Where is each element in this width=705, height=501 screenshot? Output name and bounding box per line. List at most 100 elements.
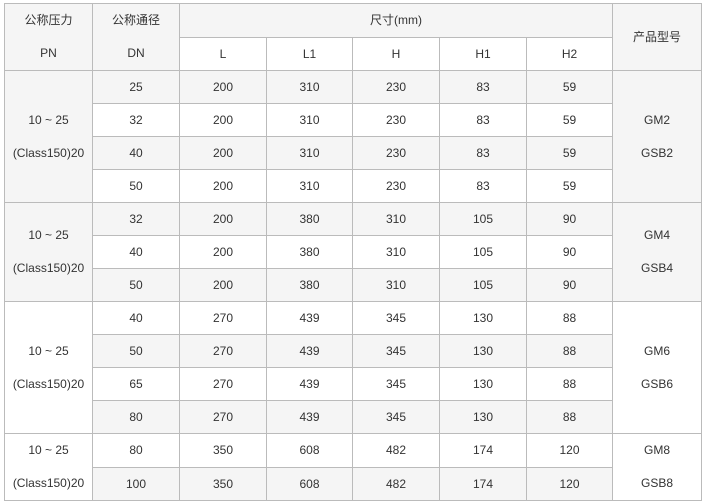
- h-cell: 230: [352, 169, 440, 203]
- table-row: 10 ~ 25 (Class150)20 80 350 608 482 174 120 GM8 G…: [4, 433, 703, 501]
- h1-cell: 105: [439, 202, 527, 236]
- pn-cell-line: (Class150)20: [12, 261, 85, 275]
- dn-cell: 32: [92, 202, 180, 236]
- pn-cell: 10 ~ 25 (Class150)20: [4, 301, 93, 434]
- dn-sub: DN: [127, 46, 145, 60]
- model-cell-line: GM8: [644, 443, 671, 457]
- h2-cell: 90: [525, 268, 614, 302]
- pn-cell-line: 10 ~ 25: [28, 112, 69, 127]
- l-cell: 350: [179, 466, 267, 501]
- pn-cell-line: (Class150)20: [12, 476, 85, 490]
- model-cell-line: GM2: [644, 112, 671, 127]
- h1-cell: 83: [439, 70, 527, 104]
- h1-cell: 130: [439, 301, 527, 335]
- pn-cell: 10 ~ 25 (Class150)20: [4, 202, 93, 302]
- table-row: 50 200 310 230 83 59: [5, 169, 702, 203]
- h2-cell: 120: [525, 433, 614, 468]
- h-cell: 310: [352, 235, 440, 269]
- h-cell: 345: [352, 367, 440, 401]
- pn-cell-line: 10 ~ 25: [28, 343, 69, 358]
- l-cell: 350: [179, 433, 267, 468]
- table-row: 80 270 439 345 130 88: [5, 400, 702, 434]
- header-H: H: [352, 36, 440, 71]
- l1-cell: 439: [266, 334, 353, 368]
- model-cell-line: GSB2: [641, 145, 674, 160]
- table-row: 10 ~ 25 (Class150)20 25 200 310 230 83 59 GM2 GSB…: [4, 70, 703, 203]
- h-cell: 230: [352, 70, 440, 104]
- header-L1: L1: [266, 36, 353, 71]
- model-cell: GM8 GSB8: [612, 433, 703, 501]
- dn-cell: 80: [92, 400, 180, 434]
- h2-cell: 59: [525, 70, 614, 104]
- h2-cell: 59: [525, 136, 614, 170]
- h-cell: 230: [352, 136, 440, 170]
- dn-cell: 100: [92, 466, 180, 501]
- h1-cell: 105: [439, 268, 527, 302]
- h-cell: 345: [352, 334, 440, 368]
- header-model: 产品型号: [612, 3, 703, 71]
- header-dn: 公称通径 DN: [92, 3, 180, 71]
- dn-cell: 65: [92, 367, 180, 401]
- dn-cell: 40: [92, 301, 180, 335]
- l-cell: 200: [179, 136, 267, 170]
- h-cell: 345: [352, 301, 440, 335]
- model-cell-line: GSB4: [641, 261, 674, 275]
- l-cell: 200: [179, 70, 267, 104]
- l-cell: 200: [179, 235, 267, 269]
- l1-cell: 380: [266, 202, 353, 236]
- pn-cell-line: 10 ~ 25: [28, 443, 69, 457]
- table-row: 50 200 380 310 105 90: [5, 268, 702, 302]
- table-row: 10 ~ 25 (Class150)20 40 270 439 345 130 88 GM6 GS…: [4, 301, 703, 434]
- l1-cell: 310: [266, 70, 353, 104]
- pn-cell-line: 10 ~ 25: [28, 228, 69, 242]
- l-cell: 270: [179, 334, 267, 368]
- h-cell: 482: [352, 433, 440, 468]
- l1-cell: 439: [266, 301, 353, 335]
- h1-cell: 83: [439, 136, 527, 170]
- dn-cell: 50: [92, 334, 180, 368]
- h2-cell: 88: [525, 367, 614, 401]
- pn-cell-line: (Class150)20: [12, 376, 85, 391]
- table-row: 100 350 608 482 174 120: [5, 466, 702, 501]
- h1-cell: 130: [439, 334, 527, 368]
- table-row: 10 ~ 25 (Class150)20 32 200 380 310 105 90 GM4 GS…: [4, 202, 703, 302]
- l-cell: 200: [179, 103, 267, 137]
- h-cell: 310: [352, 202, 440, 236]
- dn-cell: 50: [92, 169, 180, 203]
- l-cell: 270: [179, 400, 267, 434]
- model-cell: GM2 GSB2: [612, 70, 703, 203]
- model-cell-line: GSB6: [641, 376, 674, 391]
- header-L: L: [179, 36, 267, 71]
- l-cell: 200: [179, 202, 267, 236]
- h2-cell: 59: [525, 169, 614, 203]
- h-cell: 345: [352, 400, 440, 434]
- h2-cell: 90: [525, 202, 614, 236]
- h2-cell: 88: [525, 400, 614, 434]
- l-cell: 270: [179, 367, 267, 401]
- dn-cell: 40: [92, 136, 180, 170]
- h1-cell: 83: [439, 169, 527, 203]
- h2-cell: 88: [525, 334, 614, 368]
- h-cell: 230: [352, 103, 440, 137]
- l1-cell: 608: [266, 433, 353, 468]
- pn-cell-line: (Class150)20: [12, 145, 85, 160]
- l1-cell: 310: [266, 103, 353, 137]
- l1-cell: 380: [266, 268, 353, 302]
- h-cell: 310: [352, 268, 440, 302]
- l1-cell: 439: [266, 367, 353, 401]
- dn-cell: 80: [92, 433, 180, 468]
- h2-cell: 59: [525, 103, 614, 137]
- h2-cell: 120: [525, 466, 614, 501]
- pn-cell: 10 ~ 25 (Class150)20: [4, 433, 93, 501]
- l1-cell: 380: [266, 235, 353, 269]
- dn-cell: 40: [92, 235, 180, 269]
- model-cell-line: GM6: [644, 343, 671, 358]
- model-cell-line: GM4: [644, 228, 671, 242]
- valve-dimensions-table: 公称压力 PN 公称通径 DN 尺寸(mm) 产品型号 L L1 H H1 H2 1…: [4, 3, 703, 501]
- l1-cell: 439: [266, 400, 353, 434]
- header-H2: H2: [525, 36, 614, 71]
- pn-cell: 10 ~ 25 (Class150)20: [4, 70, 93, 203]
- dn-cell: 50: [92, 268, 180, 302]
- h1-cell: 83: [439, 103, 527, 137]
- l-cell: 270: [179, 301, 267, 335]
